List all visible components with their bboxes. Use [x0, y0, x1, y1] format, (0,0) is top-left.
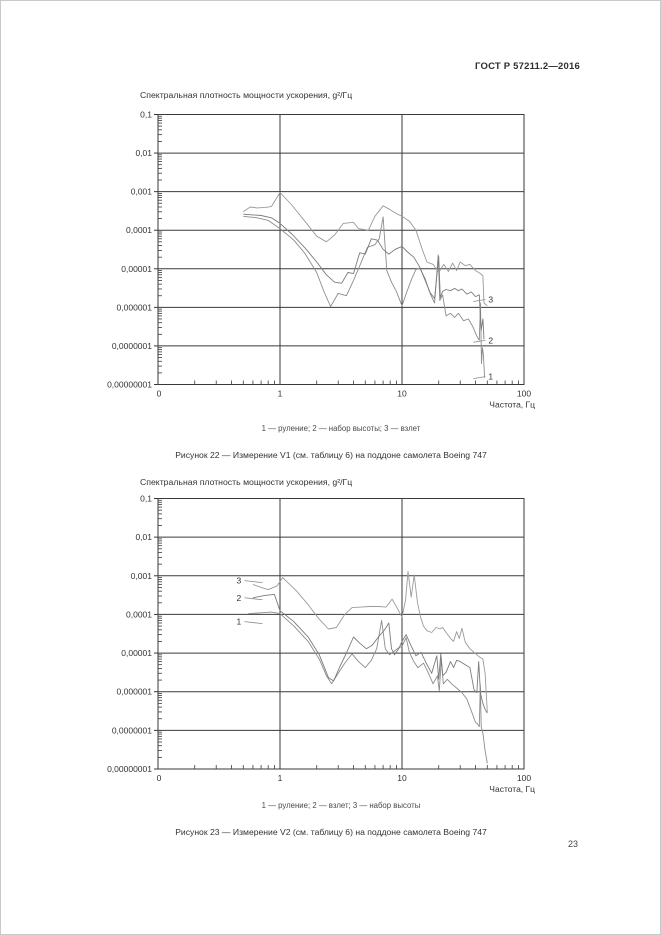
y-tick-label: 0,000001 — [117, 302, 153, 312]
y-tick-label: 0,0000001 — [112, 725, 152, 735]
y-tick-label: 0,01 — [135, 148, 152, 158]
standard-designation: ГОСТ Р 57211.2—2016 — [475, 61, 580, 72]
curve-label-leader — [244, 621, 263, 625]
figure-22-curve-1 — [243, 215, 486, 378]
figure22-legend: 1 — руление; 2 — набор высоты; 3 — взлет — [261, 424, 421, 433]
curve-label-3: 3 — [488, 294, 493, 304]
y-tick-label: 0,001 — [131, 571, 153, 581]
x-tick-label: 10 — [397, 389, 407, 399]
figure22-caption: Рисунок 22 — Измерение V1 (см. таблицу 6… — [175, 450, 487, 460]
y-tick-label: 0,0001 — [126, 609, 152, 619]
x-tick-label: 1 — [278, 389, 283, 399]
figure23-caption: Рисунок 23 — Измерение V2 (см. таблицу 6… — [175, 827, 487, 837]
x-tick-label: 0 — [157, 773, 162, 783]
x-tick-label: 1 — [278, 773, 283, 783]
curve-label-3: 3 — [237, 576, 242, 586]
figure-23-plot: 0,1 0,01 0,001 0,0001 0,00001 0,000001 0,00000… — [107, 494, 535, 795]
curve-label-1: 1 — [488, 372, 493, 382]
y-tick-label: 0,00001 — [121, 264, 152, 274]
y-tick-label: 0,00000001 — [107, 764, 152, 774]
plot-frame — [157, 114, 525, 385]
page-number: 23 — [567, 839, 578, 849]
y-tick-label: 0,0001 — [126, 225, 152, 235]
figure-22-plot: 0,1 0,01 0,001 0,0001 0,00001 0,000001 0,00000… — [107, 110, 535, 410]
y-tick-label: 0,0000001 — [112, 341, 152, 351]
curve-label-leader — [473, 376, 486, 380]
curve-label-2: 2 — [237, 593, 242, 603]
x-tick-label: 100 — [517, 389, 531, 399]
x-tick-label: 10 — [397, 773, 407, 783]
x-tick-label: 100 — [517, 773, 531, 783]
curve-label-leader — [473, 339, 486, 343]
figure23-legend: 1 — руление; 2 — взлет; 3 — набор высоты — [261, 801, 421, 810]
x-tick-label: 0 — [157, 389, 162, 399]
curve-label-leader — [473, 299, 486, 302]
y-tick-label: 0,001 — [131, 187, 153, 197]
figure-23-curve-1 — [248, 611, 488, 764]
x-axis-label: Частота, Гц — [489, 400, 535, 410]
y-tick-label: 0,000001 — [117, 687, 153, 697]
curve-label-leader — [244, 580, 263, 584]
figure-22-curve-3 — [243, 192, 488, 307]
y-tick-label: 0,01 — [135, 532, 152, 542]
y-tick-label: 0,1 — [140, 110, 152, 120]
curve-label-1: 1 — [237, 617, 242, 627]
y-tick-label: 0,00000001 — [107, 380, 152, 390]
curve-label-leader — [244, 597, 263, 601]
x-axis-label: Частота, Гц — [489, 784, 535, 794]
figure-23-curve-2 — [252, 593, 488, 714]
y-tick-label: 0,1 — [140, 494, 152, 504]
plot-frame — [157, 498, 525, 770]
curve-label-2: 2 — [488, 335, 493, 345]
y-tick-label: 0,00001 — [121, 648, 152, 658]
figure22-axis-title: Спектральная плотность мощности ускорени… — [140, 90, 353, 100]
figure-23-curve-3 — [252, 570, 488, 712]
figure23-axis-title: Спектральная плотность мощности ускорени… — [140, 477, 353, 487]
figure-22-curve-2 — [243, 213, 485, 340]
